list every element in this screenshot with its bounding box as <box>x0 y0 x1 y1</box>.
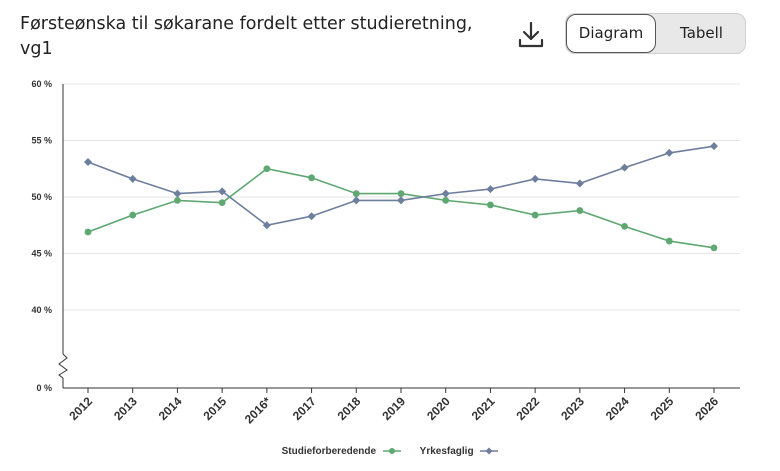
x-tick-label-13: 2025 <box>648 394 677 423</box>
series-0-point-10 <box>531 211 539 219</box>
x-tick-label-2: 2014 <box>156 394 185 423</box>
series-1-point-2 <box>173 189 182 198</box>
series-0-point-7 <box>397 190 405 198</box>
legend-item-1[interactable]: Yrkesfaglig <box>420 446 499 457</box>
series-line-1 <box>87 145 715 227</box>
x-tick-label-10: 2022 <box>513 394 542 423</box>
series-0-point-5 <box>308 174 315 182</box>
y-tick-label-5: 0 % <box>36 383 52 393</box>
legend-label-1: Yrkesfaglig <box>419 446 474 457</box>
series-0-point-3 <box>218 199 226 207</box>
series-1-point-11 <box>575 179 584 188</box>
download-icon <box>518 21 544 48</box>
series-1-point-10 <box>531 174 540 183</box>
legend-swatch-1 <box>480 447 499 455</box>
y-tick-label-1: 55 % <box>31 136 52 146</box>
legend-item-0[interactable]: Studieforberedende <box>282 446 401 457</box>
series-1-point-8 <box>441 189 450 198</box>
x-tick-label-3: 2015 <box>200 394 229 423</box>
line-chart: 60 % 55 % 50 % 45 % 40 % 0 % 2012 2013 2014 2015 2… <box>31 79 740 426</box>
series-0-point-1 <box>129 211 137 219</box>
x-tick-label-12: 2024 <box>603 394 632 423</box>
x-tick-label-6: 2018 <box>335 394 364 423</box>
series-1-point-13 <box>665 148 674 157</box>
y-tick-label-2: 50 % <box>31 192 52 202</box>
toggle-table-button[interactable]: Tabell <box>680 24 723 42</box>
series-0-point-4 <box>263 165 271 173</box>
series-0-point-2 <box>174 196 181 204</box>
series-0-point-0 <box>84 228 92 236</box>
x-tick-label-1: 2013 <box>111 394 140 423</box>
series-0-point-9 <box>487 201 494 209</box>
series-1-point-4 <box>262 221 271 230</box>
series-1-point-12 <box>620 163 629 172</box>
series-1-point-7 <box>397 196 405 205</box>
y-axis-break-mark <box>58 353 68 379</box>
x-tick-label-5: 2017 <box>290 394 319 423</box>
series-0-point-6 <box>352 190 360 198</box>
series-0-point-11 <box>576 207 584 214</box>
series-line-0 <box>87 167 715 249</box>
series-1-point-14 <box>710 142 718 151</box>
y-tick-label-4: 40 % <box>31 305 52 315</box>
series-0-point-13 <box>665 237 673 245</box>
x-tick-label-7: 2019 <box>379 394 408 423</box>
y-tick-label-0: 60 % <box>31 79 52 89</box>
x-tick-label-4: 2016* <box>242 394 274 426</box>
view-toggle: Diagram Tabell <box>565 13 746 54</box>
series-1-point-3 <box>218 187 227 196</box>
toggle-diagram-button[interactable]: Diagram <box>566 14 656 53</box>
series-0-point-8 <box>442 196 450 204</box>
x-tick-label-0: 2012 <box>66 394 95 423</box>
series-1-point-0 <box>84 157 92 166</box>
x-tick-label-9: 2021 <box>469 394 498 423</box>
chart-title: Førsteønska til søkarane fordelt etter s… <box>20 14 473 59</box>
legend-label-0: Studieforberedende <box>281 446 377 457</box>
series-0-point-12 <box>621 222 628 230</box>
x-tick-label-11: 2023 <box>558 394 587 423</box>
chart-legend: Studieforberedende Yrkesfaglig <box>0 446 780 457</box>
download-button[interactable] <box>516 20 546 50</box>
series-1-point-5 <box>307 212 316 221</box>
x-tick-label-8: 2020 <box>424 394 453 423</box>
series-1-point-1 <box>128 174 137 183</box>
series-1-point-9 <box>486 185 495 194</box>
x-tick-label-14: 2026 <box>692 394 721 423</box>
series-0-point-14 <box>710 244 718 252</box>
series-1-point-6 <box>352 196 361 205</box>
y-tick-label-3: 45 % <box>31 249 52 259</box>
legend-swatch-0 <box>382 448 401 455</box>
